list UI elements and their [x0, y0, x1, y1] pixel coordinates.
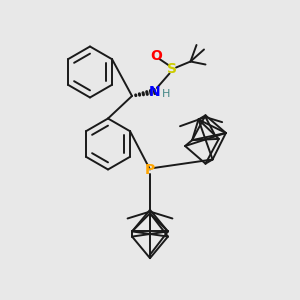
Text: H: H [162, 89, 170, 99]
Text: N: N [149, 85, 160, 98]
Text: S: S [167, 62, 178, 76]
Text: P: P [145, 163, 155, 176]
Text: O: O [150, 49, 162, 62]
